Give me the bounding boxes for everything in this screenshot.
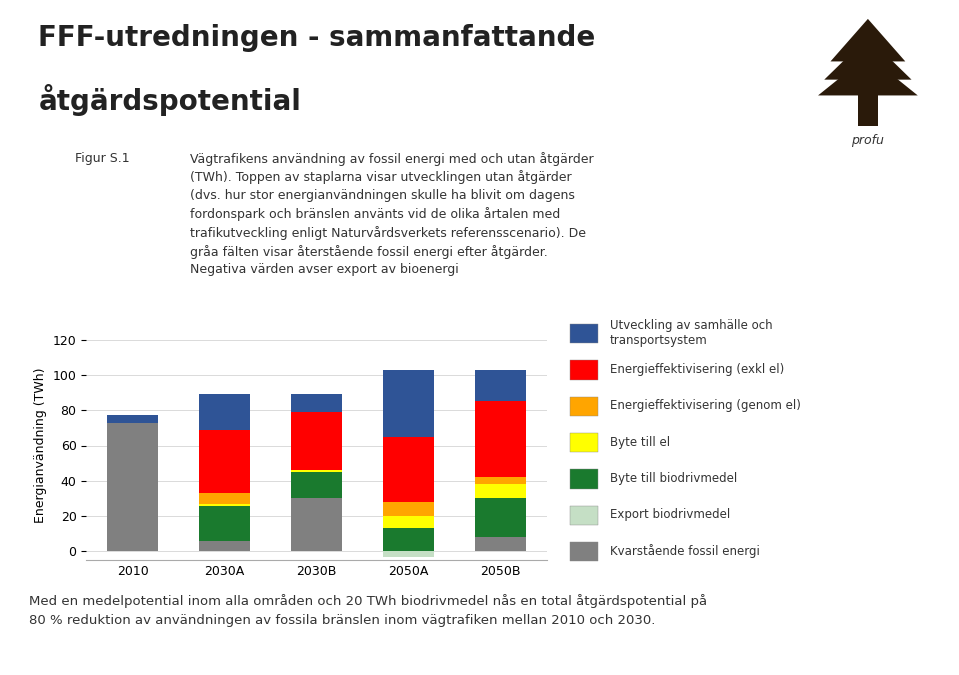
Text: Med en medelpotential inom alla områden och 20 TWh biodrivmedel nås en total åtg: Med en medelpotential inom alla områden … (29, 594, 707, 626)
Bar (199, 541, 249, 551)
Bar (292, 498, 341, 551)
Bar (384, 516, 433, 529)
Text: åtgärdspotential: åtgärdspotential (38, 84, 301, 115)
Bar (292, 412, 341, 470)
Bar (199, 394, 249, 429)
Bar (475, 370, 526, 402)
Bar (384, 551, 433, 557)
Text: Byte till el: Byte till el (610, 435, 670, 449)
Bar (570, 360, 598, 380)
Polygon shape (818, 55, 918, 95)
Bar (107, 416, 158, 423)
Bar (199, 504, 249, 506)
Text: Energieffektivisering (genom el): Energieffektivisering (genom el) (610, 399, 801, 412)
Bar (475, 402, 526, 477)
Bar (475, 498, 526, 537)
Bar (475, 537, 526, 551)
Bar (570, 324, 598, 344)
Bar (292, 394, 341, 412)
Bar (384, 502, 433, 516)
Text: FFF-utredningen - sammanfattande: FFF-utredningen - sammanfattande (38, 24, 596, 52)
Bar (199, 429, 249, 493)
Bar (475, 485, 526, 498)
Bar (570, 542, 598, 562)
Text: Byte till biodrivmedel: Byte till biodrivmedel (610, 472, 737, 485)
Bar (292, 470, 341, 472)
Text: profu: profu (852, 134, 884, 147)
Text: Energieffektivisering (exkl el): Energieffektivisering (exkl el) (610, 363, 784, 376)
Y-axis label: Energianvändning (TWh): Energianvändning (TWh) (35, 368, 47, 523)
Bar (570, 433, 598, 452)
Bar (384, 370, 433, 437)
Text: Export biodrivmedel: Export biodrivmedel (610, 508, 730, 521)
Bar (292, 472, 341, 498)
Bar (570, 506, 598, 525)
Bar (858, 95, 877, 126)
Bar (570, 396, 598, 416)
Text: Vägtrafikens användning av fossil energi med och utan åtgärder
(TWh). Toppen av : Vägtrafikens användning av fossil energi… (190, 152, 594, 276)
Polygon shape (830, 19, 905, 61)
Bar (384, 529, 433, 551)
Bar (570, 469, 598, 489)
Bar (199, 493, 249, 504)
Polygon shape (825, 37, 911, 80)
Text: Kvarstående fossil energi: Kvarstående fossil energi (610, 544, 760, 558)
Bar (475, 477, 526, 485)
Text: Figur S.1: Figur S.1 (75, 152, 129, 165)
Bar (199, 506, 249, 541)
Bar (384, 437, 433, 502)
Bar (107, 423, 158, 551)
Text: Utveckling av samhälle och
transportsystem: Utveckling av samhälle och transportsyst… (610, 319, 773, 347)
